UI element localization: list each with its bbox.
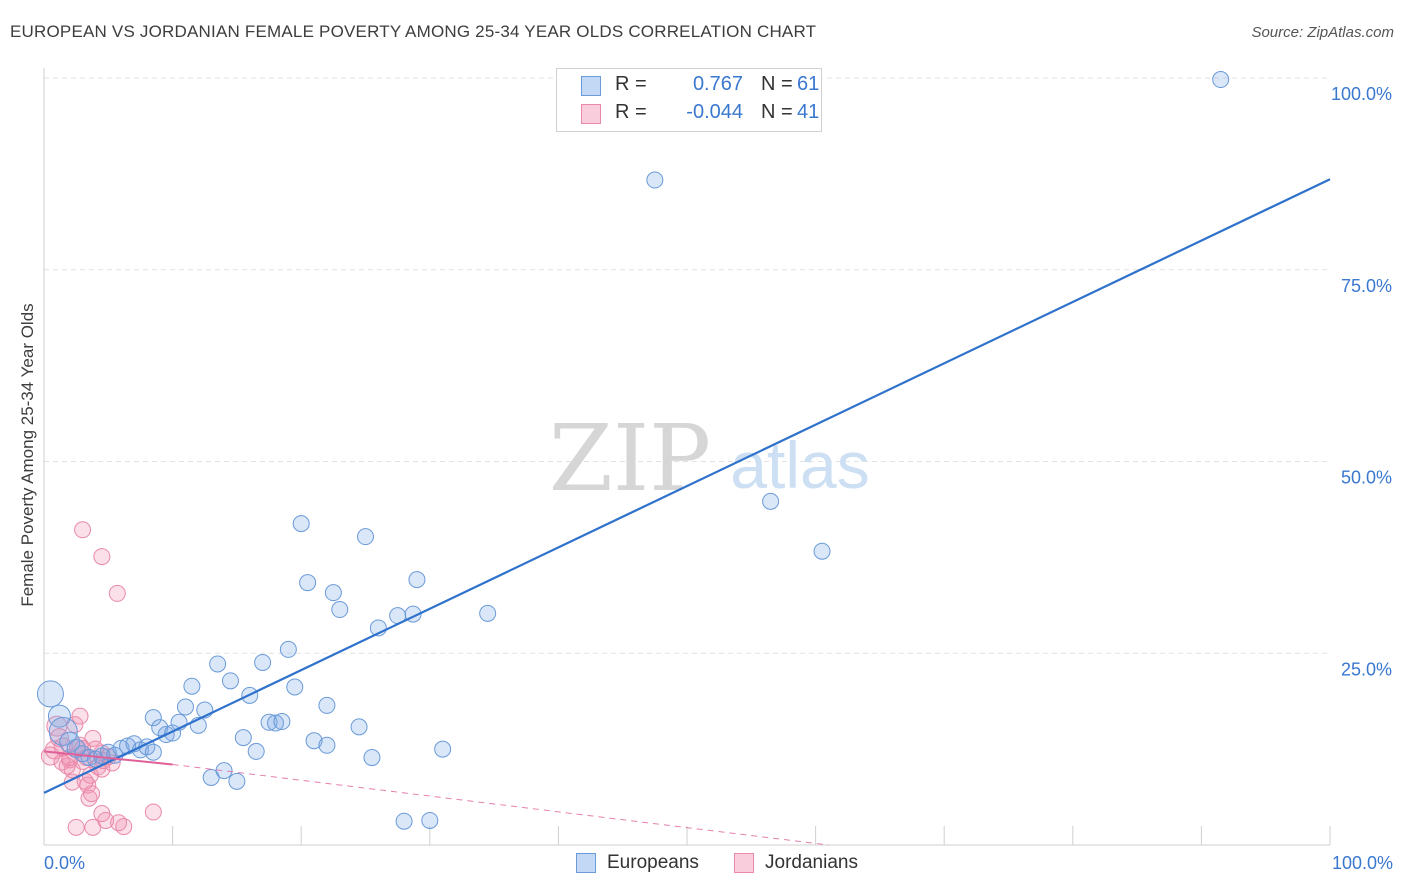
europeans-point — [408, 571, 426, 589]
jordanians-swatch — [581, 104, 601, 124]
x-tick-label: 0.0% — [44, 853, 85, 873]
europeans-point — [144, 709, 162, 727]
jordanians-point — [74, 739, 92, 757]
jordanians-point — [115, 818, 133, 836]
jordanians-trend-extension — [172, 763, 829, 846]
chart-title: EUROPEAN VS JORDANIAN FEMALE POVERTY AMO… — [10, 22, 817, 41]
jordanians-point — [53, 753, 71, 771]
jordanians-legend-label: Jordanians — [765, 852, 858, 873]
y-tick-label: 100.0% — [1331, 84, 1392, 104]
europeans-point — [48, 716, 78, 746]
europeans-point — [395, 812, 413, 830]
jordanians-point — [108, 584, 126, 602]
legend-n-label: N = — [761, 73, 793, 95]
europeans-point — [762, 492, 780, 510]
europeans-point — [151, 719, 169, 737]
europeans-swatch — [581, 76, 601, 96]
jordanians-point — [74, 521, 92, 539]
legend-n-value: 41 — [797, 101, 820, 123]
europeans-point — [266, 714, 284, 732]
europeans-point — [1212, 71, 1230, 89]
europeans-point — [324, 584, 342, 602]
europeans-point — [434, 740, 452, 758]
legend-n-label: N = — [761, 101, 793, 123]
europeans-point — [292, 515, 310, 533]
europeans-point — [247, 742, 265, 760]
europeans-point — [176, 698, 194, 716]
legend-r-value: -0.044 — [686, 101, 743, 123]
europeans-point — [221, 672, 239, 690]
y-tick-label: 50.0% — [1341, 468, 1392, 488]
europeans-point — [363, 749, 381, 767]
europeans-point — [421, 811, 439, 829]
jordanians-point — [97, 811, 115, 829]
legend-r-value: 0.767 — [692, 73, 743, 95]
jordanians-point — [71, 707, 89, 725]
source-label: Source: ZipAtlas.com — [1251, 24, 1394, 41]
legend-r-label: R = — [615, 101, 647, 123]
jordanians-points — [40, 521, 162, 836]
europeans-point — [254, 653, 272, 671]
europeans-point — [260, 713, 278, 731]
tick-labels: 25.0% 50.0% 75.0% 100.0% 0.0% 100.0% — [44, 84, 1393, 873]
europeans-point — [273, 713, 291, 731]
europeans-point — [234, 729, 252, 747]
jordanians-point — [83, 785, 101, 803]
europeans-point — [350, 718, 368, 736]
europeans-legend-swatch — [576, 853, 596, 873]
europeans-point — [36, 680, 64, 708]
europeans-point — [646, 171, 664, 189]
jordanians-point — [80, 789, 98, 807]
jordanians-point — [67, 818, 85, 836]
europeans-point — [215, 762, 233, 780]
europeans-point — [228, 772, 246, 790]
legend-r-label: R = — [615, 73, 647, 95]
europeans-legend-label: Europeans — [607, 852, 699, 873]
europeans-point — [144, 743, 162, 761]
axes — [43, 68, 1331, 846]
europeans-point — [286, 678, 304, 696]
y-tick-label: 25.0% — [1341, 659, 1392, 679]
jordanians-point — [84, 729, 102, 747]
watermark-atlas: atlas — [730, 428, 869, 502]
jordanians-point — [93, 548, 111, 566]
europeans-point — [357, 528, 374, 546]
europeans-point — [299, 574, 317, 592]
europeans-point — [305, 732, 323, 750]
legend-n-value: 61 — [797, 73, 820, 95]
watermark-zip: ZIP — [549, 405, 711, 512]
correlation-legend: R = 0.767 N = 61 R = -0.044 N = 41 — [556, 68, 822, 132]
europeans-point — [813, 542, 831, 560]
x-tick-label: 100.0% — [1332, 853, 1393, 873]
gridlines — [44, 77, 1330, 654]
europeans-point — [318, 736, 336, 754]
jordanians-legend-swatch — [734, 853, 754, 873]
jordanians-trend-line — [43, 750, 173, 766]
europeans-point — [318, 696, 336, 714]
europeans-point — [209, 655, 227, 673]
europeans-point — [479, 604, 497, 622]
europeans-point — [279, 640, 297, 658]
europeans-trend-line — [43, 178, 1331, 794]
jordanians-point — [144, 803, 162, 821]
europeans-point — [331, 601, 349, 619]
watermark: ZIP atlas — [549, 405, 870, 512]
trend-lines — [43, 178, 1331, 846]
europeans-point — [183, 677, 201, 695]
y-tick-label: 75.0% — [1341, 276, 1392, 296]
